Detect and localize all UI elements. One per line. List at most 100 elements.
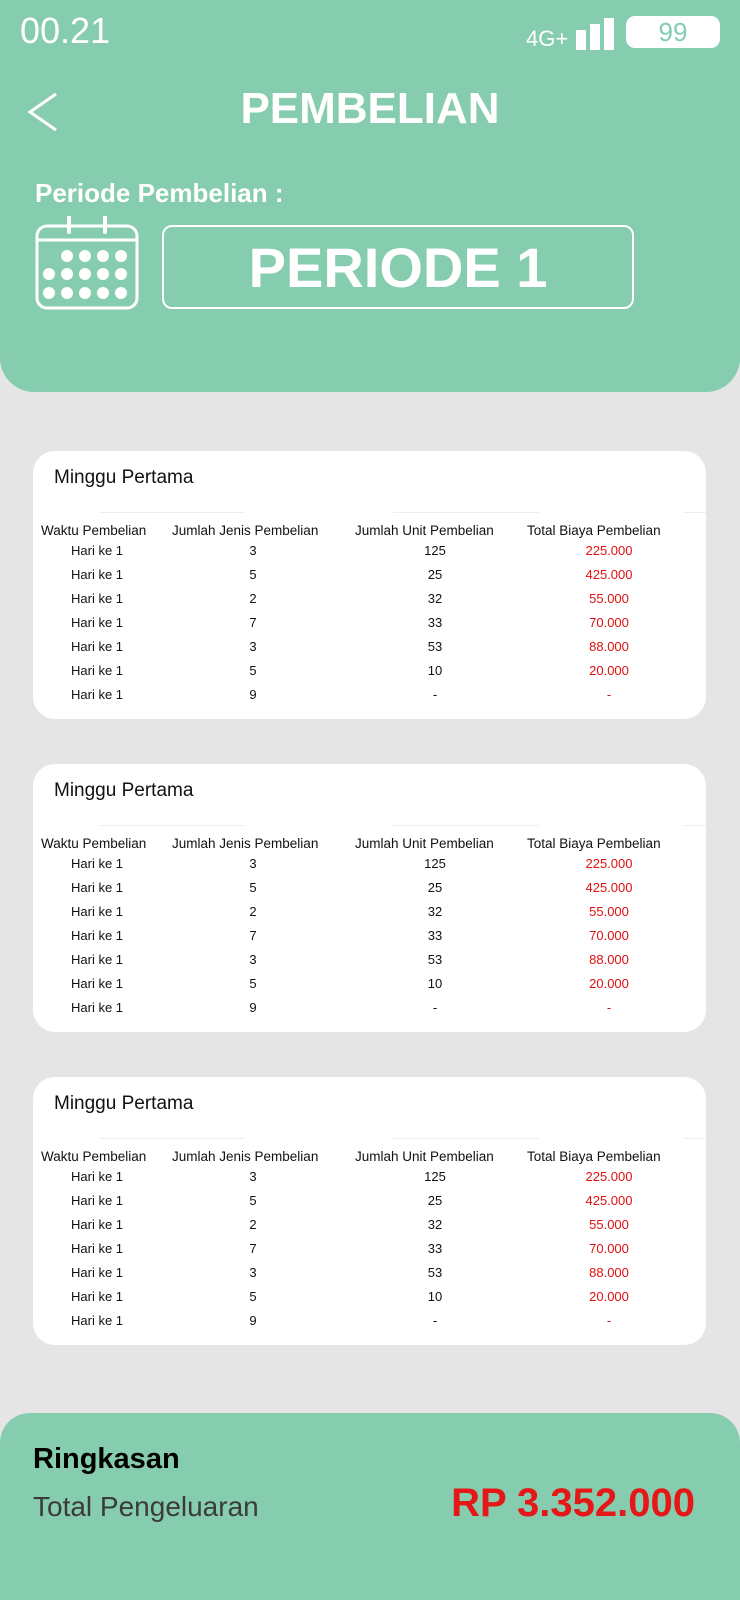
cell-cost-value: 20.000 [589, 1289, 629, 1304]
divider [393, 825, 539, 826]
page-title: PEMBELIAN [240, 84, 500, 133]
week-card: Minggu Pertama Waktu Pembelian Jumlah Jeni… [33, 764, 706, 1032]
calendar-icon[interactable] [35, 216, 139, 311]
period-label: Periode Pembelian : [35, 178, 284, 208]
cell-time: Hari ke 1 [71, 1289, 124, 1304]
cell-cost-value: 55.000 [589, 1217, 629, 1232]
table-row: Hari ke 1 5 25 425.000 [33, 567, 706, 585]
cell-time: Hari ke 1 [71, 663, 124, 678]
cell-unit-value: 33 [427, 1241, 443, 1256]
cell-cost-value: 20.000 [589, 663, 629, 678]
cell-unit-value: 32 [427, 904, 443, 919]
cell-jenis-value: 3 [249, 856, 257, 871]
cell-cost-value: 225.000 [585, 856, 633, 871]
table-row: Hari ke 1 3 53 88.000 [33, 952, 706, 970]
cell-jenis-value: 3 [249, 1265, 257, 1280]
cell-cost-value: 88.000 [589, 952, 629, 967]
cell-jenis-value: 5 [249, 567, 257, 582]
cell-unit-value: 25 [427, 880, 443, 895]
cell-cost-value: 55.000 [589, 591, 629, 606]
cell-time: Hari ke 1 [71, 615, 124, 630]
cell-time: Hari ke 1 [71, 1313, 124, 1328]
cell-jenis-value: 7 [249, 1241, 257, 1256]
cell-time: Hari ke 1 [71, 952, 124, 967]
cell-time: Hari ke 1 [71, 543, 124, 558]
cell-cost-value: 225.000 [585, 1169, 633, 1184]
column-header: Jumlah Jenis Pembelian [172, 836, 319, 851]
cell-time: Hari ke 1 [71, 1217, 124, 1232]
cell-unit-value: 33 [427, 615, 443, 630]
table-row: Hari ke 1 5 10 20.000 [33, 663, 706, 681]
table-row: Hari ke 1 2 32 55.000 [33, 904, 706, 922]
cell-unit-value: 33 [427, 928, 443, 943]
week-title: Minggu Pertama [54, 1093, 194, 1114]
column-header: Jumlah Jenis Pembelian [172, 1149, 319, 1164]
cell-time: Hari ke 1 [71, 639, 124, 654]
cell-time: Hari ke 1 [71, 1193, 124, 1208]
cell-jenis-value: 7 [249, 615, 257, 630]
cell-unit-value: 125 [424, 1169, 446, 1184]
cell-jenis-value: 3 [249, 543, 257, 558]
cell-time: Hari ke 1 [71, 976, 124, 991]
cell-jenis-value: 2 [249, 904, 257, 919]
divider [683, 512, 706, 513]
chevron-left-icon[interactable] [24, 90, 64, 134]
cell-cost-value: - [606, 1313, 612, 1328]
cell-time: Hari ke 1 [71, 1000, 124, 1015]
cell-jenis-value: 3 [249, 952, 257, 967]
status-time: 00.21 [20, 10, 111, 51]
table-row: Hari ke 1 7 33 70.000 [33, 615, 706, 633]
table-row: Hari ke 1 7 33 70.000 [33, 928, 706, 946]
table-header: Waktu Pembelian Jumlah Jenis Pembelian Jum… [33, 1149, 706, 1167]
table-row: Hari ke 1 7 33 70.000 [33, 1241, 706, 1259]
divider [99, 825, 245, 826]
column-header: Total Biaya Pembelian [527, 523, 661, 538]
column-header: Jumlah Unit Pembelian [355, 836, 494, 851]
signal-icon [576, 18, 618, 50]
column-header: Waktu Pembelian [41, 523, 147, 538]
cell-unit-value: 53 [427, 1265, 443, 1280]
header-panel: 00.21 4G+ 99 PEMBELIAN Periode Pembelian… [0, 0, 740, 392]
cell-time: Hari ke 1 [71, 928, 124, 943]
summary-total: RP 3.352.000 [451, 1481, 695, 1525]
table-header: Waktu Pembelian Jumlah Jenis Pembelian Jum… [33, 836, 706, 854]
divider [393, 1138, 539, 1139]
week-title: Minggu Pertama [54, 467, 194, 488]
column-header: Total Biaya Pembelian [527, 836, 661, 851]
cell-time: Hari ke 1 [71, 567, 124, 582]
cell-jenis-value: 5 [249, 880, 257, 895]
week-card: Minggu Pertama Waktu Pembelian Jumlah Jeni… [33, 451, 706, 719]
cell-jenis-value: 7 [249, 928, 257, 943]
table-row: Hari ke 1 9 - - [33, 687, 706, 705]
cell-unit-value: - [432, 1313, 438, 1328]
cell-unit-value: - [432, 1000, 438, 1015]
cell-unit-value: 32 [427, 1217, 443, 1232]
cell-unit-value: 53 [427, 952, 443, 967]
table-row: Hari ke 1 3 53 88.000 [33, 1265, 706, 1283]
cell-cost-value: 425.000 [585, 880, 633, 895]
cell-unit-value: 125 [424, 543, 446, 558]
cell-jenis-value: 9 [249, 1000, 257, 1015]
column-header: Total Biaya Pembelian [527, 1149, 661, 1164]
table-row: Hari ke 1 9 - - [33, 1000, 706, 1018]
cell-cost-value: 20.000 [589, 976, 629, 991]
cell-cost-value: - [606, 687, 612, 702]
cell-time: Hari ke 1 [71, 904, 124, 919]
table-row: Hari ke 1 3 125 225.000 [33, 1169, 706, 1187]
cell-jenis-value: 5 [249, 1289, 257, 1304]
column-header: Waktu Pembelian [41, 836, 147, 851]
cell-jenis-value: 2 [249, 1217, 257, 1232]
cell-cost-value: - [606, 1000, 612, 1015]
network-type: 4G+ [526, 26, 569, 51]
period-selector[interactable]: PERIODE 1 [162, 225, 634, 309]
table-row: Hari ke 1 5 25 425.000 [33, 1193, 706, 1211]
battery-icon: 99 [626, 16, 720, 48]
cell-cost-value: 425.000 [585, 1193, 633, 1208]
divider [683, 1138, 706, 1139]
cell-unit-value: 125 [424, 856, 446, 871]
divider [99, 1138, 245, 1139]
cell-time: Hari ke 1 [71, 856, 124, 871]
divider [683, 825, 706, 826]
summary-title: Ringkasan [33, 1443, 180, 1475]
cell-cost-value: 70.000 [589, 928, 629, 943]
